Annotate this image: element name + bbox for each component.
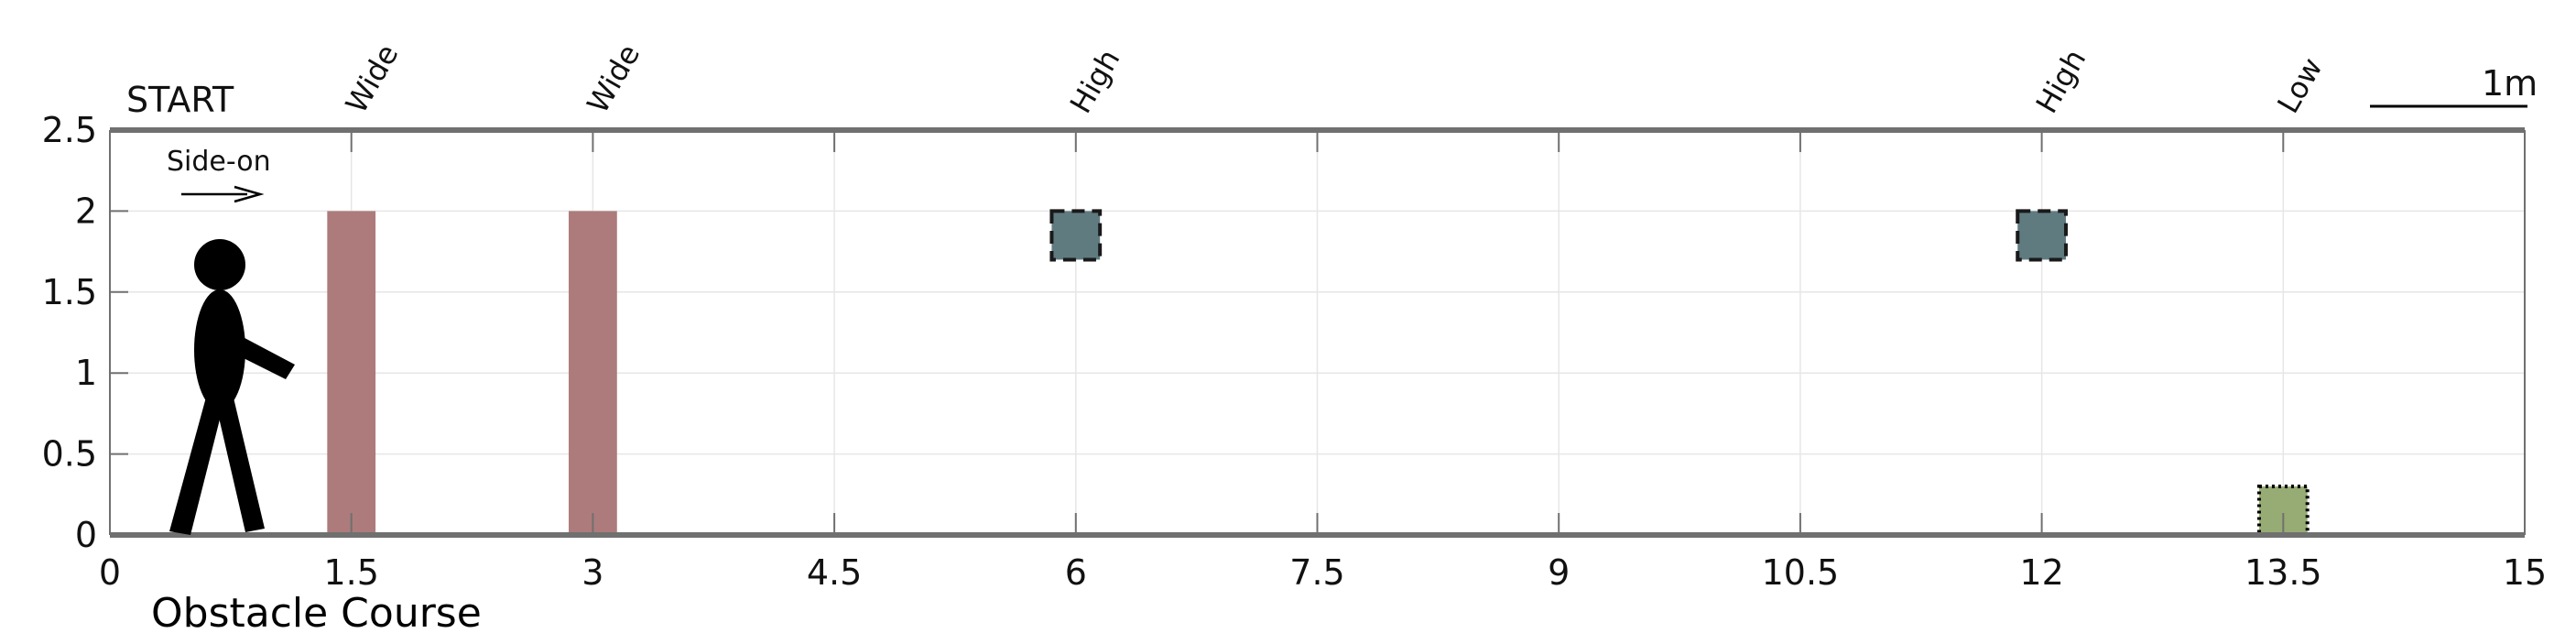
obstacle-high (1049, 209, 1103, 262)
x-tick-label: 6 (1065, 552, 1087, 593)
obstacle-labels: Wide Wide High High Low (339, 38, 2330, 119)
side-on-label: Side-on (167, 146, 271, 178)
obstacle-label: High (2029, 43, 2093, 119)
x-tick-label: 4.5 (807, 552, 862, 593)
y-tick-label: 2.5 (42, 110, 97, 150)
obstacle-high (2016, 209, 2068, 262)
x-tick-label: 3 (582, 552, 603, 593)
start-label: START (126, 80, 234, 120)
x-tick-label: 13.5 (2244, 552, 2322, 593)
obstacle-wide (569, 211, 617, 535)
obstacles (327, 209, 2310, 538)
x-tick-label: 10.5 (1762, 552, 1840, 593)
axes (109, 127, 2526, 538)
obstacle-label: Low (2270, 51, 2329, 119)
arrowhead-icon (234, 185, 265, 203)
x-tick-label: 0 (99, 552, 121, 593)
y-tick-label: 1.5 (42, 272, 97, 312)
y-tick-label: 0.5 (42, 434, 97, 475)
x-tick-label: 9 (1548, 552, 1570, 593)
x-tick-label: 15 (2503, 552, 2547, 593)
x-tick-label: 1.5 (323, 552, 378, 593)
grid-lines (109, 129, 2526, 536)
obstacle-wide (327, 211, 376, 535)
obstacle-label: High (1063, 43, 1127, 119)
y-tick-label: 0 (75, 515, 97, 555)
x-tick-label: 7.5 (1289, 552, 1344, 593)
obstacle-label: Wide (580, 38, 647, 119)
y-tick-label: 2 (75, 191, 97, 231)
course-title: Obstacle Course (151, 590, 482, 637)
side-on-indicator: Side-on (167, 146, 271, 203)
y-tick-label: 1 (75, 353, 97, 393)
scale-bar-label: 1m (2482, 63, 2538, 104)
x-tick-label: 12 (2019, 552, 2063, 593)
tick-labels: 0 1.5 3 4.5 6 7.5 9 10.5 12 13.5 15 0 0.5 1 1.5 2 2.5 (42, 110, 2548, 593)
scale-bar: 1m (2370, 63, 2538, 108)
walking-person-icon (169, 239, 295, 535)
obstacle-label: Wide (339, 38, 406, 119)
